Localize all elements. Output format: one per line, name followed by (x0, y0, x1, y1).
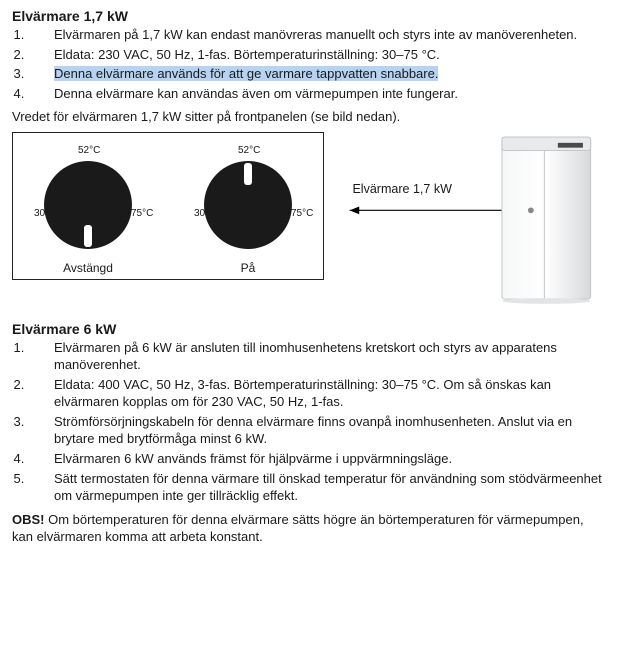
dial-off-column: 30°C 52°C 75°C Avstängd (23, 141, 153, 275)
dial-on-column: 30°C 52°C 75°C På (183, 141, 313, 275)
temp-low: 30°C (194, 208, 216, 219)
section2-item: Sätt termostaten för denna värmare till … (28, 470, 608, 505)
section2-item: Strömförsörjningskabeln för denna elvärm… (28, 413, 608, 448)
dial-on-label: På (241, 261, 256, 275)
section1-item: Elvärmaren på 1,7 kW kan endast manövrer… (28, 26, 608, 44)
obs-note: OBS! Om börtemperaturen för denna elvärm… (12, 511, 608, 546)
section1-list: Elvärmaren på 1,7 kW kan endast manövrer… (12, 26, 608, 102)
unit-callout-icon: Elvärmare 1,7 kW (338, 132, 608, 307)
highlighted-text: Denna elvärmare används för att ge varma… (54, 66, 438, 81)
callout-label: Elvärmare 1,7 kW (352, 182, 452, 196)
temp-mid: 52°C (238, 145, 260, 156)
temp-high: 75°C (131, 208, 153, 219)
section2-item: Elvärmaren på 6 kW är ansluten till inom… (28, 339, 608, 374)
dial-on-icon: 30°C 52°C 75°C (183, 141, 313, 259)
section1-item: Denna elvärmare används för att ge varma… (28, 65, 608, 83)
dial-off-label: Avstängd (63, 261, 113, 275)
temp-low: 30°C (34, 208, 56, 219)
section1-note: Vredet för elvärmaren 1,7 kW sitter på f… (12, 108, 608, 126)
obs-text: Om börtemperaturen för denna elvärmare s… (12, 512, 584, 545)
section1-item: Eldata: 230 VAC, 50 Hz, 1-fas. Börtemper… (28, 46, 608, 64)
dial-off-icon: 30°C 52°C 75°C (23, 141, 153, 259)
section2-item: Eldata: 400 VAC, 50 Hz, 3-fas. Börtemper… (28, 376, 608, 411)
section1-heading: Elvärmare 1,7 kW (12, 8, 608, 24)
document-page: Elvärmare 1,7 kW Elvärmaren på 1,7 kW ka… (0, 0, 620, 660)
section2-list: Elvärmaren på 6 kW är ansluten till inom… (12, 339, 608, 505)
obs-prefix: OBS! (12, 512, 45, 527)
temp-mid: 52°C (78, 145, 100, 156)
section1-item: Denna elvärmare kan användas även om vär… (28, 85, 608, 103)
section2-heading: Elvärmare 6 kW (12, 321, 608, 337)
section2-item: Elvärmaren 6 kW används främst för hjälp… (28, 450, 608, 468)
figure-row: 30°C 52°C 75°C Avstängd 30°C 52°C 75°C (12, 132, 608, 307)
temp-high: 75°C (291, 208, 313, 219)
dial-box: 30°C 52°C 75°C Avstängd 30°C 52°C 75°C (12, 132, 324, 280)
